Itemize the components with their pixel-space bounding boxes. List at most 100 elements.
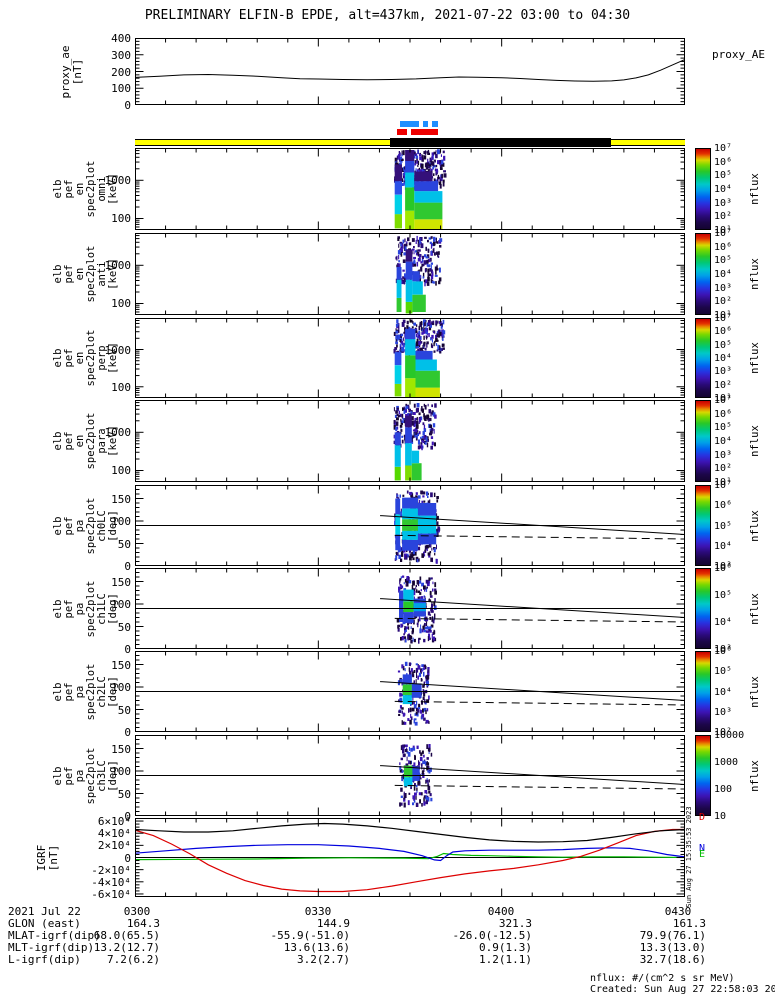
panel-igrf-ytick-label: -6×10⁴ — [91, 887, 131, 901]
panel-para-colorbar-label: 10³ — [714, 449, 733, 461]
availability-bar-black — [389, 138, 612, 147]
panel-igrf-ytick-label: -4×10⁴ — [91, 875, 131, 889]
panel-para-ytick-label: 1000 — [104, 426, 132, 440]
panel-ch0-colorbar-unit: nflux — [749, 509, 761, 542]
time-tick-0430: 0430 — [664, 905, 692, 918]
panel-ch1-colorbar-label: 10⁶ — [714, 563, 733, 574]
panel-proxy-ytick-label: 300 — [111, 48, 131, 62]
lshell-value-0330: 3.2(2.7) — [297, 953, 350, 966]
panel-omni-colorbar — [695, 148, 711, 230]
mlt-value-0400: 0.9(1.3) — [479, 941, 532, 954]
time-tick-0330: 0330 — [304, 905, 332, 918]
proxy-ae-right-label: proxy_AE — [712, 48, 765, 61]
panel-omni-colorbar-label: 10⁵ — [714, 170, 733, 182]
lshell-value-0300: 7.2(6.2) — [107, 953, 160, 966]
panel-ch0-colorbar-label: 10⁵ — [714, 520, 733, 532]
panel-ch1-ytick-label: 150 — [111, 575, 131, 589]
created-note: Created: Sun Aug 27 22:58:03 2023 — [590, 984, 775, 995]
fast-segment-marker-blue — [432, 121, 439, 127]
panel-ch3-ytick-label: 0 — [124, 810, 131, 823]
nflux-units-note: nflux: #/(cm^2 s sr MeV) — [590, 973, 735, 984]
panel-anti-colorbar — [695, 233, 711, 315]
time-tick-0400: 0400 — [487, 905, 515, 918]
panel-ch3-colorbar-label: 10000 — [714, 730, 745, 741]
panel-omni-colorbar-label: 10⁷ — [714, 143, 733, 154]
panel-anti-colorbar-label: 10⁵ — [714, 255, 733, 267]
panel-omni-colorbar-label: 10³ — [714, 197, 733, 209]
mlat-value-0430: 79.9(76.1) — [639, 929, 706, 942]
panel-igrf-ytick-label: 4×10⁴ — [97, 827, 131, 841]
panel-ch0-colorbar-label: 10³ — [714, 561, 733, 572]
lshell-row-label: L-igrf(dip) — [8, 953, 81, 966]
panel-perp-ytick-label: 1000 — [104, 343, 132, 357]
panel-ch3-plot — [135, 735, 685, 816]
mlat-value-0330: -55.9(-51.0) — [270, 929, 350, 942]
mlt-value-0430: 13.3(13.0) — [639, 941, 706, 954]
panel-proxy-ytick-label: 0 — [124, 99, 131, 112]
fast-segment-marker-blue — [399, 121, 420, 127]
panel-ch0-ytick-label: 0 — [124, 560, 131, 573]
panel-ch2-colorbar-label: 10⁶ — [714, 646, 733, 657]
igrf-legend-letter-d: D — [699, 812, 706, 823]
panel-ch2-colorbar-label: 10² — [714, 727, 733, 738]
panel-para-colorbar-label: 10⁶ — [714, 408, 733, 420]
panel-para-ytick-label: 100 — [111, 464, 131, 478]
glon-value-0430: 161.3 — [672, 917, 706, 930]
panel-para-colorbar-unit: nflux — [749, 425, 761, 457]
panel-igrf-ytick-label: -2×10⁴ — [91, 863, 131, 877]
panel-perp-colorbar-label: 10⁵ — [714, 339, 733, 351]
panel-omni-colorbar-label: 10¹ — [714, 225, 733, 236]
mlat-value-0400: -26.0(-12.5) — [452, 929, 532, 942]
fast-segment-marker-blue — [422, 121, 428, 127]
mlat-value-0300: 68.0(65.5) — [93, 929, 160, 942]
side-timestamp: Sun Aug 27 15:35:53 2023 — [685, 806, 693, 908]
panel-anti-plot — [135, 233, 685, 315]
panel-ch0-plot — [135, 485, 685, 566]
panel-perp-colorbar-label: 10² — [714, 379, 733, 391]
panel-para-colorbar-label: 10² — [714, 463, 733, 475]
panel-perp-ytick-label: 100 — [111, 380, 131, 394]
panel-igrf-ytick-label: 6×10⁴ — [97, 815, 131, 829]
panel-perp-plot — [135, 318, 685, 398]
panel-ch2-plot — [135, 651, 685, 732]
panel-ch1-ytick-label: 50 — [117, 620, 131, 634]
lshell-value-0430: 32.7(18.6) — [639, 953, 706, 966]
date-label: 2021 Jul 22 — [8, 905, 81, 918]
panel-ch1-colorbar — [695, 568, 711, 649]
igrf-legend-letter-e: E — [699, 849, 706, 860]
panel-ch1-colorbar-unit: nflux — [749, 592, 761, 625]
panel-omni-ytick-label: 100 — [111, 212, 131, 226]
glon-value-0300: 164.3 — [126, 917, 160, 930]
panel-ch3-colorbar-label: 10 — [714, 811, 727, 822]
panel-ch3-ytick-label: 150 — [111, 742, 131, 756]
panel-ch0-colorbar — [695, 485, 711, 566]
panel-anti-colorbar-label: 10⁴ — [714, 269, 733, 280]
panel-ch1-colorbar-label: 10⁵ — [714, 590, 733, 601]
panel-para-colorbar-label: 10¹ — [714, 477, 733, 488]
time-tick-0300: 0300 — [123, 905, 151, 918]
panel-omni-colorbar-label: 10⁴ — [714, 184, 733, 195]
panel-ch1-colorbar-label: 10⁴ — [714, 617, 733, 628]
panel-ch3-colorbar-label: 100 — [714, 784, 733, 795]
panel-ch3-colorbar-label: 1000 — [714, 757, 739, 768]
panel-ch1-colorbar-label: 10³ — [714, 644, 733, 655]
panel-perp-colorbar-label: 10⁶ — [714, 326, 733, 338]
panel-ch0-ytick-label: 100 — [111, 515, 131, 528]
lshell-value-0400: 1.2(1.1) — [479, 953, 532, 966]
panel-ch0-colorbar-label: 10⁴ — [714, 540, 733, 552]
science-zone-marker-red — [411, 129, 439, 135]
panel-ch3-ytick-label: 50 — [117, 787, 131, 801]
panel-omni-colorbar-label: 10² — [714, 211, 733, 223]
glon-value-0330: 144.9 — [316, 917, 350, 930]
panel-ch2-ytick-label: 50 — [117, 703, 131, 717]
panel-omni-plot — [135, 148, 685, 230]
panel-ch2-colorbar — [695, 651, 711, 732]
panel-anti-colorbar-label: 10⁶ — [714, 241, 733, 253]
panel-para-plot — [135, 400, 685, 482]
panel-ch0-colorbar-label: 10⁷ — [714, 480, 733, 491]
panel-omni-colorbar-label: 10⁶ — [714, 156, 733, 168]
panel-perp-colorbar-label: 10⁴ — [714, 353, 733, 364]
panel-ch3-ytick-label: 100 — [111, 765, 131, 778]
panel-ch2-colorbar-label: 10⁴ — [714, 686, 733, 698]
